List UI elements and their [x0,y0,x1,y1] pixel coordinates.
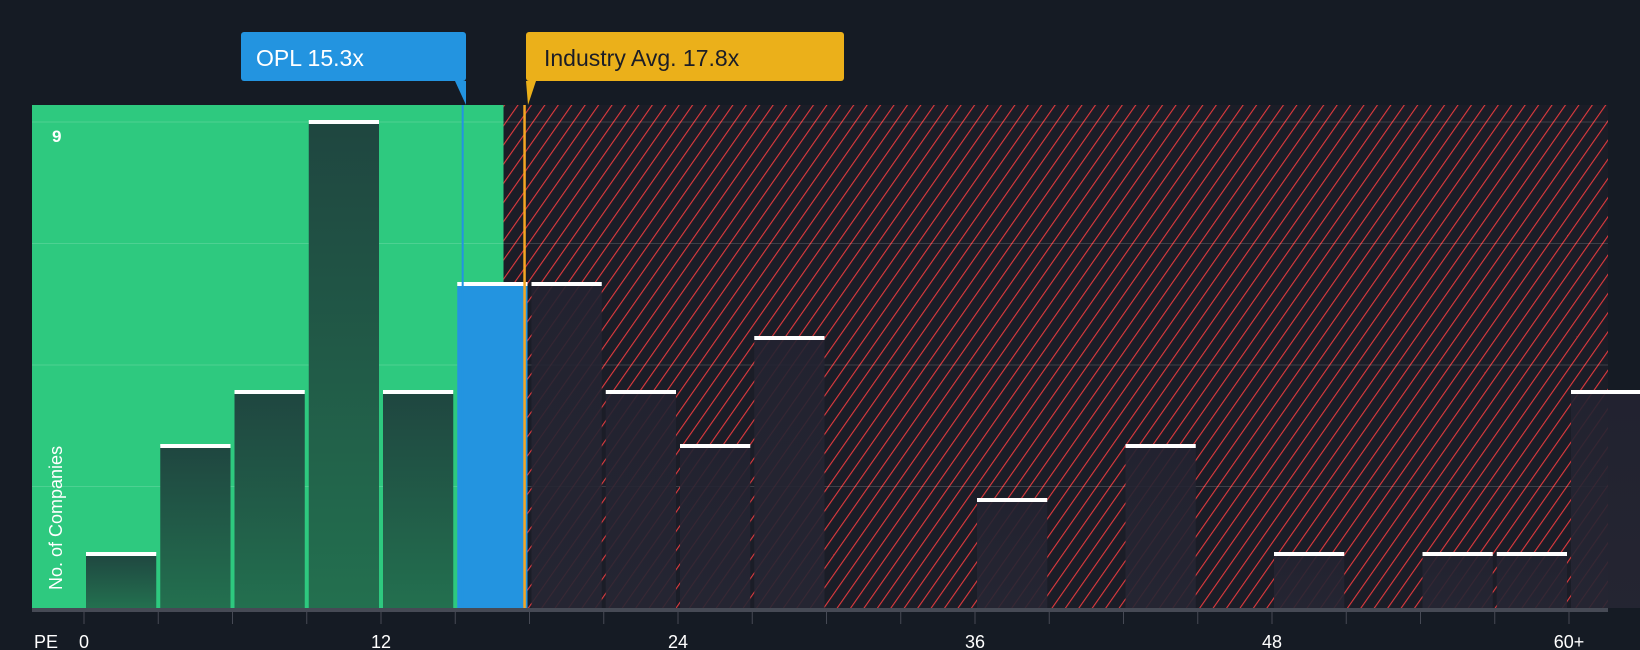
histogram-bar [457,284,528,608]
industry-label: Industry Avg. 17.8x [544,45,740,71]
company-label: OPL 15.3x [256,45,364,71]
bar-cap [531,282,602,286]
bar-cap [754,336,825,340]
bar-cap [1571,390,1640,394]
histogram-bar [1274,554,1345,608]
histogram-bar [1125,446,1196,608]
industry-marker-label: Industry Avg. 17.8x [526,32,844,105]
x-tick-label: 48 [1262,632,1282,650]
bar-cap [680,444,751,448]
histogram-bar [234,392,305,608]
bar-cap [160,444,231,448]
bar-cap [234,390,305,394]
x-tick-label: 12 [371,632,391,650]
histogram-bar [160,446,231,608]
y-tick-label: 9 [52,127,61,146]
histogram-bar [308,122,379,608]
histogram-bar [1496,554,1567,608]
x-axis-line [32,608,1608,612]
company-marker-label: OPL 15.3x [241,32,466,105]
histogram-bar [605,392,676,608]
histogram-bar [1422,554,1493,608]
x-tick-label: 24 [668,632,688,650]
bar-cap [977,498,1048,502]
histogram-bar [86,554,157,608]
x-tick-label: 36 [965,632,985,650]
bar-cap [1422,552,1493,556]
x-tick-label: 0 [79,632,89,650]
bar-cap [1125,444,1196,448]
bar-cap [457,282,528,286]
x-axis-label: PE [34,632,58,650]
bar-cap [605,390,676,394]
histogram-bar [531,284,602,608]
histogram-bar [383,392,454,608]
y-axis-label: No. of Companies [46,446,66,590]
histogram-bar [754,338,825,608]
x-tick-label: 60+ [1554,632,1585,650]
histogram-bar [680,446,751,608]
histogram-bar [1571,392,1640,608]
histogram-bar [977,500,1048,608]
bar-cap [1496,552,1567,556]
bar-cap [86,552,157,556]
bar-cap [1274,552,1345,556]
bar-cap [383,390,454,394]
bar-cap [308,120,379,124]
